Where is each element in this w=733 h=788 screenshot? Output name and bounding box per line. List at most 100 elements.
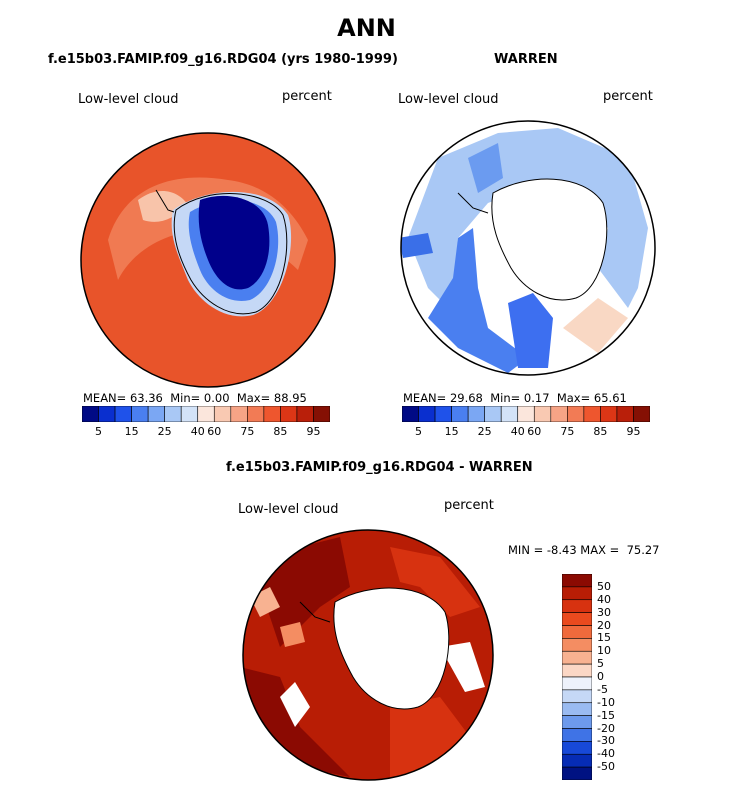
colorbar-swatch: [313, 406, 330, 422]
colorbar-tick-label: 40: [190, 425, 205, 438]
colorbar-swatch: [484, 406, 502, 422]
colorbar-swatch: [434, 406, 452, 422]
panel1-variable-label: Low-level cloud: [78, 92, 179, 107]
colorbar-tick-label: 60: [207, 425, 222, 438]
colorbar-swatch: [197, 406, 215, 422]
colorbar-swatch: [247, 406, 265, 422]
colorbar-tick-label: 75: [240, 425, 255, 438]
panel3-map-border: [242, 529, 494, 781]
colorbar-swatch: [98, 406, 116, 422]
panel2-max-value: 65.61: [593, 391, 627, 405]
colorbar-swatch: [213, 406, 232, 422]
colorbar-swatch: [616, 406, 634, 422]
panel2-min-value: 0.17: [523, 391, 550, 405]
colorbar-swatch: [562, 702, 592, 716]
colorbar-swatch: [562, 612, 592, 626]
panel1-mean-label: MEAN=: [83, 391, 127, 405]
panel3-max-label: MAX =: [580, 543, 620, 557]
panel1-antarctica-coastline: [173, 193, 288, 315]
panel1-polar-map: [80, 132, 336, 388]
panel3-east-gap: [440, 642, 485, 692]
panel1-colorbar-ticks: 5 15 25 40 60 75 85 95: [82, 425, 330, 439]
colorbar-tick-label: 95: [306, 425, 321, 438]
colorbar-tick-label: -5: [597, 682, 608, 696]
panel2-mean-label: MEAN=: [403, 391, 447, 405]
colorbar-tick-label: -30: [597, 734, 615, 748]
panel2-peninsula-coastline: [457, 192, 489, 214]
panel1-min-label: Min=: [170, 391, 201, 405]
colorbar-tick-label: 5: [415, 425, 423, 438]
colorbar-swatch: [562, 715, 592, 729]
colorbar-tick-label: 5: [95, 425, 103, 438]
colorbar-tick-label: 0: [597, 670, 604, 683]
colorbar-swatch: [147, 406, 165, 422]
colorbar-tick-label: 40: [510, 425, 525, 438]
panel1-stats: MEAN= 63.36 Min= 0.00 Max= 88.95: [83, 391, 307, 405]
colorbar-tick-label: 5: [597, 657, 604, 671]
colorbar-swatch: [533, 406, 552, 422]
panel2-antarctica-coastline: [491, 178, 608, 301]
colorbar-swatch: [402, 406, 419, 422]
colorbar-tick-label: 75: [560, 425, 575, 438]
colorbar-swatch: [562, 650, 592, 665]
panel2-east-warm-patch: [563, 298, 628, 353]
colorbar-tick-label: 15: [444, 425, 459, 438]
colorbar-swatch: [418, 406, 436, 422]
colorbar-swatch: [517, 406, 535, 422]
colorbar-swatch: [562, 741, 592, 755]
panel1-max-label: Max=: [236, 391, 271, 405]
panel3-antarctica-mask: [333, 588, 449, 709]
panel3-west-gap: [280, 682, 310, 727]
colorbar-tick-label: -15: [597, 708, 615, 722]
panel2-variable-label: Low-level cloud: [398, 92, 499, 107]
colorbar-tick-label: 15: [597, 631, 611, 645]
colorbar-swatch: [131, 406, 149, 422]
panel1-title: f.e15b03.FAMIP.f09_g16.RDG04 (yrs 1980-1…: [48, 52, 398, 67]
panel1-colorbar: [82, 406, 330, 422]
colorbar-swatch: [500, 406, 519, 422]
panel1-min-value: 0.00: [203, 391, 230, 405]
panel1-mean-value: 63.36: [129, 391, 163, 405]
panel2-min-label: Min=: [490, 391, 521, 405]
panel2-title: WARREN: [494, 52, 558, 67]
panel2-antarctica-mask: [491, 179, 607, 300]
colorbar-swatch: [263, 406, 281, 422]
colorbar-swatch: [633, 406, 650, 422]
colorbar-swatch: [280, 406, 298, 422]
colorbar-swatch: [562, 638, 592, 652]
panel1-max-value: 88.95: [273, 391, 307, 405]
panel3-polar-map: [242, 529, 494, 781]
colorbar-swatch: [550, 406, 568, 422]
panel2-colorbar-ticks: 5 15 25 40 60 75 85 95: [402, 425, 650, 439]
panel2-max-label: Max=: [556, 391, 591, 405]
colorbar-swatch: [562, 586, 592, 601]
colorbar-swatch: [562, 766, 592, 780]
colorbar-swatch: [114, 406, 132, 422]
colorbar-swatch: [600, 406, 618, 422]
panel2-west-sector-cloud: [428, 228, 528, 373]
panel2-units-label: percent: [603, 89, 653, 104]
colorbar-tick-label: 40: [597, 592, 611, 606]
colorbar-tick-label: -20: [597, 721, 615, 735]
panel3-southeast-sector: [390, 697, 470, 777]
panel1-map-border: [80, 132, 336, 388]
panel2-mean-value: 29.68: [449, 391, 483, 405]
colorbar-tick-label: 20: [597, 618, 611, 632]
colorbar-swatch: [180, 406, 199, 422]
colorbar-tick-label: 60: [527, 425, 542, 438]
colorbar-swatch: [467, 406, 485, 422]
colorbar-swatch: [562, 728, 592, 742]
panel2-map-border: [400, 120, 656, 376]
colorbar-tick-label: 25: [157, 425, 172, 438]
panel3-peninsula-coastline: [299, 601, 331, 623]
colorbar-swatch: [451, 406, 469, 422]
panel3-units-label: percent: [444, 498, 494, 513]
panel3-min-value: -8.43: [546, 543, 577, 557]
colorbar-swatch: [82, 406, 99, 422]
colorbar-tick-label: 10: [597, 644, 611, 658]
colorbar-tick-label: -40: [597, 747, 615, 761]
main-title: ANN: [337, 14, 396, 42]
colorbar-swatch: [562, 599, 592, 613]
colorbar-swatch: [164, 406, 182, 422]
panel1-units-label: percent: [282, 89, 332, 104]
